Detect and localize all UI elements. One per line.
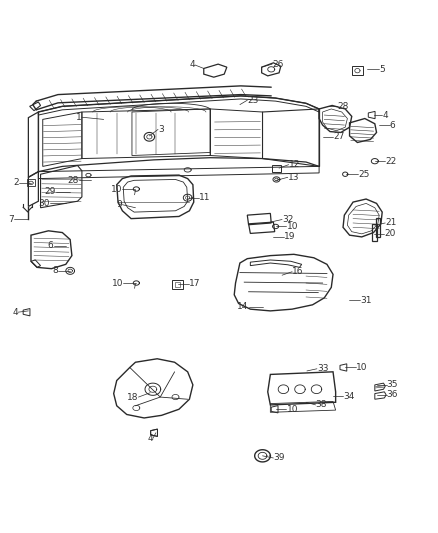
Text: 10: 10	[111, 184, 122, 193]
Text: 11: 11	[199, 193, 211, 202]
Text: 17: 17	[188, 279, 200, 288]
Text: 4: 4	[12, 308, 18, 317]
Text: 28: 28	[337, 102, 349, 111]
Text: 32: 32	[282, 215, 293, 224]
Text: 27: 27	[333, 132, 344, 141]
Bar	[173, 279, 183, 289]
Text: 19: 19	[284, 232, 296, 241]
Text: 31: 31	[360, 296, 372, 305]
Text: 39: 39	[273, 454, 285, 463]
Text: 8: 8	[52, 266, 58, 276]
Text: 12: 12	[289, 160, 300, 169]
Text: 21: 21	[385, 219, 397, 228]
Text: 34: 34	[343, 392, 354, 401]
Text: 28: 28	[67, 176, 79, 185]
Text: 36: 36	[387, 390, 398, 399]
Text: 10: 10	[286, 222, 298, 231]
Text: 2: 2	[13, 179, 19, 188]
Bar	[27, 180, 35, 187]
Text: 13: 13	[288, 173, 299, 182]
Bar	[272, 165, 281, 173]
Text: 23: 23	[247, 96, 259, 105]
Text: 10: 10	[286, 405, 298, 414]
Bar	[175, 282, 180, 287]
Text: 22: 22	[385, 157, 396, 166]
Text: 14: 14	[237, 302, 249, 311]
Text: 4: 4	[147, 434, 153, 443]
Bar	[352, 66, 363, 75]
Text: 29: 29	[44, 187, 56, 196]
Text: 18: 18	[127, 393, 138, 401]
Text: 5: 5	[379, 65, 385, 74]
Text: 10: 10	[356, 363, 367, 372]
Text: 9: 9	[117, 200, 122, 209]
Text: 33: 33	[317, 364, 328, 373]
Text: 35: 35	[387, 381, 398, 390]
Text: 38: 38	[316, 400, 327, 409]
Text: 25: 25	[358, 169, 370, 179]
Text: 6: 6	[48, 241, 53, 250]
Text: 6: 6	[390, 121, 396, 130]
Text: 26: 26	[272, 60, 283, 69]
Text: 1: 1	[76, 112, 82, 122]
Text: 4: 4	[382, 110, 388, 119]
Text: 16: 16	[292, 267, 304, 276]
Text: 3: 3	[158, 125, 164, 134]
Text: 7: 7	[9, 215, 14, 224]
Text: 30: 30	[39, 199, 50, 208]
Text: 4: 4	[190, 60, 195, 69]
Text: 10: 10	[112, 279, 123, 287]
Text: 20: 20	[385, 229, 396, 238]
